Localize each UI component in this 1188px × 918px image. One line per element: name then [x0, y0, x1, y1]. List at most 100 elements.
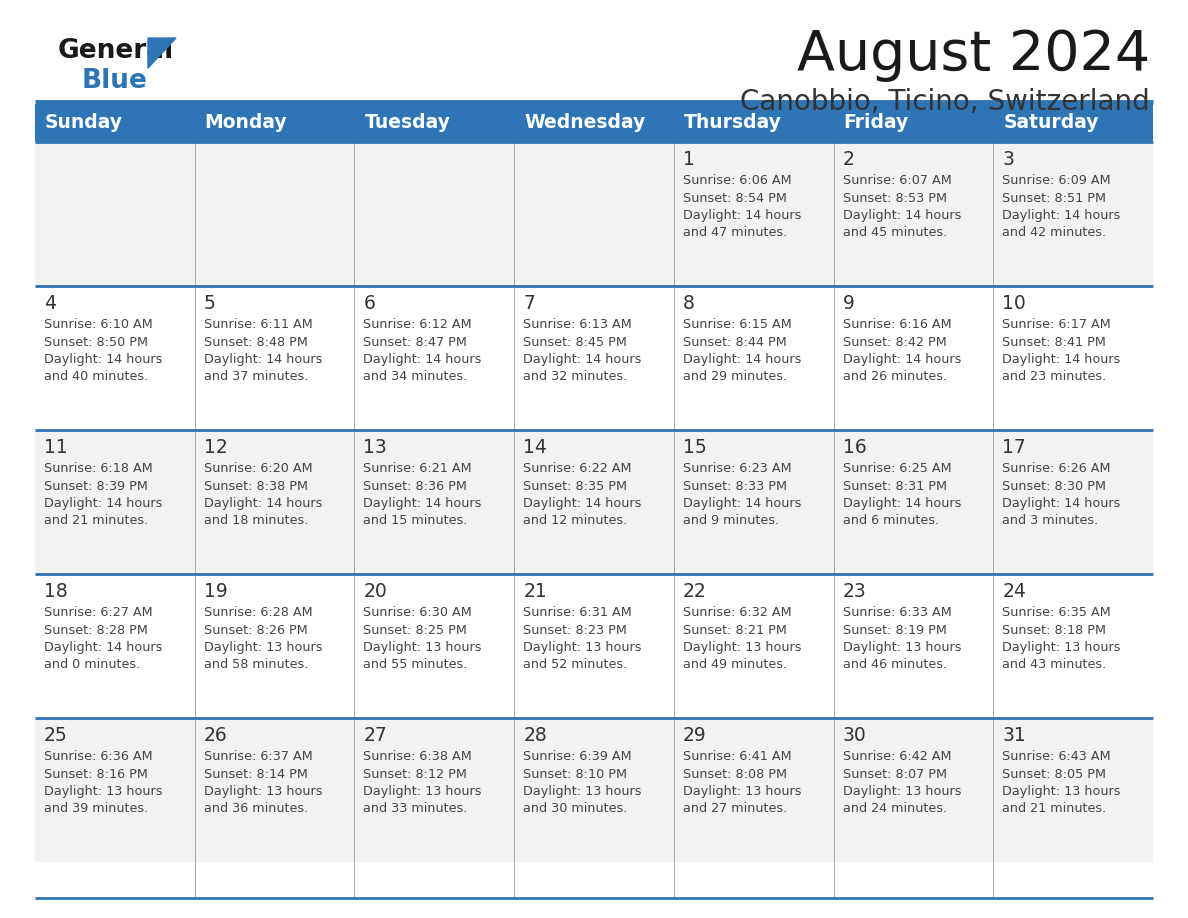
- Text: and 37 minutes.: and 37 minutes.: [203, 371, 308, 384]
- Text: 23: 23: [842, 582, 866, 601]
- Text: 3: 3: [1003, 150, 1015, 169]
- Text: Sunrise: 6:13 AM: Sunrise: 6:13 AM: [523, 318, 632, 331]
- Text: Sunset: 8:44 PM: Sunset: 8:44 PM: [683, 335, 786, 349]
- Text: Daylight: 13 hours: Daylight: 13 hours: [683, 785, 802, 798]
- Text: 5: 5: [203, 294, 215, 313]
- Text: Sunrise: 6:06 AM: Sunrise: 6:06 AM: [683, 174, 791, 187]
- Text: and 39 minutes.: and 39 minutes.: [44, 802, 148, 815]
- Text: and 9 minutes.: and 9 minutes.: [683, 514, 779, 528]
- Text: 29: 29: [683, 726, 707, 745]
- Text: August 2024: August 2024: [797, 28, 1150, 82]
- Text: Sunset: 8:30 PM: Sunset: 8:30 PM: [1003, 479, 1106, 492]
- Text: Daylight: 14 hours: Daylight: 14 hours: [1003, 353, 1120, 366]
- Text: 6: 6: [364, 294, 375, 313]
- Text: Sunset: 8:54 PM: Sunset: 8:54 PM: [683, 192, 786, 205]
- Text: Canobbio, Ticino, Switzerland: Canobbio, Ticino, Switzerland: [740, 88, 1150, 116]
- Text: Sunset: 8:21 PM: Sunset: 8:21 PM: [683, 623, 786, 636]
- Bar: [34, 718, 1154, 862]
- Polygon shape: [148, 38, 176, 68]
- Text: 14: 14: [523, 438, 546, 457]
- Text: Daylight: 14 hours: Daylight: 14 hours: [203, 353, 322, 366]
- Text: Sunset: 8:26 PM: Sunset: 8:26 PM: [203, 623, 308, 636]
- Text: 30: 30: [842, 726, 866, 745]
- Text: Sunday: Sunday: [45, 114, 124, 132]
- Text: General: General: [58, 38, 175, 64]
- Text: Sunset: 8:45 PM: Sunset: 8:45 PM: [523, 335, 627, 349]
- Text: Daylight: 14 hours: Daylight: 14 hours: [842, 353, 961, 366]
- Text: Sunrise: 6:39 AM: Sunrise: 6:39 AM: [523, 750, 632, 763]
- Text: Sunset: 8:39 PM: Sunset: 8:39 PM: [44, 479, 147, 492]
- Text: 11: 11: [44, 438, 68, 457]
- Text: 7: 7: [523, 294, 535, 313]
- Text: and 21 minutes.: and 21 minutes.: [1003, 802, 1106, 815]
- Text: 26: 26: [203, 726, 227, 745]
- Text: Sunset: 8:48 PM: Sunset: 8:48 PM: [203, 335, 308, 349]
- Text: Sunset: 8:16 PM: Sunset: 8:16 PM: [44, 767, 147, 780]
- Text: Daylight: 13 hours: Daylight: 13 hours: [203, 641, 322, 654]
- Text: Daylight: 14 hours: Daylight: 14 hours: [1003, 497, 1120, 510]
- Text: Daylight: 14 hours: Daylight: 14 hours: [842, 209, 961, 222]
- Text: Sunrise: 6:18 AM: Sunrise: 6:18 AM: [44, 462, 153, 475]
- Text: 15: 15: [683, 438, 707, 457]
- Text: Daylight: 14 hours: Daylight: 14 hours: [364, 353, 482, 366]
- Text: 10: 10: [1003, 294, 1026, 313]
- Text: and 21 minutes.: and 21 minutes.: [44, 514, 148, 528]
- Text: 1: 1: [683, 150, 695, 169]
- Text: Daylight: 13 hours: Daylight: 13 hours: [842, 785, 961, 798]
- Text: Daylight: 14 hours: Daylight: 14 hours: [523, 353, 642, 366]
- Text: Sunrise: 6:26 AM: Sunrise: 6:26 AM: [1003, 462, 1111, 475]
- Text: and 6 minutes.: and 6 minutes.: [842, 514, 939, 528]
- Text: Sunset: 8:50 PM: Sunset: 8:50 PM: [44, 335, 148, 349]
- Text: and 27 minutes.: and 27 minutes.: [683, 802, 788, 815]
- Text: Daylight: 13 hours: Daylight: 13 hours: [44, 785, 163, 798]
- Text: Sunset: 8:41 PM: Sunset: 8:41 PM: [1003, 335, 1106, 349]
- Text: and 26 minutes.: and 26 minutes.: [842, 371, 947, 384]
- Text: Sunrise: 6:09 AM: Sunrise: 6:09 AM: [1003, 174, 1111, 187]
- Text: Sunrise: 6:20 AM: Sunrise: 6:20 AM: [203, 462, 312, 475]
- Text: Daylight: 13 hours: Daylight: 13 hours: [1003, 641, 1120, 654]
- Text: Sunset: 8:18 PM: Sunset: 8:18 PM: [1003, 623, 1106, 636]
- Text: 18: 18: [44, 582, 68, 601]
- Text: and 29 minutes.: and 29 minutes.: [683, 371, 786, 384]
- Text: 19: 19: [203, 582, 227, 601]
- Text: and 52 minutes.: and 52 minutes.: [523, 658, 627, 671]
- Text: Sunset: 8:08 PM: Sunset: 8:08 PM: [683, 767, 786, 780]
- Bar: [34, 286, 1154, 430]
- Text: Daylight: 13 hours: Daylight: 13 hours: [364, 641, 482, 654]
- Text: Blue: Blue: [82, 68, 147, 94]
- Text: Sunrise: 6:36 AM: Sunrise: 6:36 AM: [44, 750, 152, 763]
- Text: 16: 16: [842, 438, 866, 457]
- Text: Sunrise: 6:25 AM: Sunrise: 6:25 AM: [842, 462, 952, 475]
- Text: Daylight: 13 hours: Daylight: 13 hours: [683, 641, 802, 654]
- Bar: [34, 142, 1154, 286]
- Text: Sunset: 8:12 PM: Sunset: 8:12 PM: [364, 767, 467, 780]
- Text: Monday: Monday: [204, 114, 287, 132]
- Text: Daylight: 14 hours: Daylight: 14 hours: [44, 353, 163, 366]
- Bar: [34, 104, 1154, 142]
- Text: Daylight: 13 hours: Daylight: 13 hours: [842, 641, 961, 654]
- Text: Sunrise: 6:33 AM: Sunrise: 6:33 AM: [842, 606, 952, 619]
- Text: Sunset: 8:23 PM: Sunset: 8:23 PM: [523, 623, 627, 636]
- Text: 24: 24: [1003, 582, 1026, 601]
- Text: Thursday: Thursday: [684, 114, 782, 132]
- Text: Sunrise: 6:15 AM: Sunrise: 6:15 AM: [683, 318, 791, 331]
- Text: Sunset: 8:10 PM: Sunset: 8:10 PM: [523, 767, 627, 780]
- Text: 12: 12: [203, 438, 227, 457]
- Text: 9: 9: [842, 294, 854, 313]
- Text: Sunrise: 6:42 AM: Sunrise: 6:42 AM: [842, 750, 952, 763]
- Text: and 33 minutes.: and 33 minutes.: [364, 802, 468, 815]
- Text: Sunrise: 6:37 AM: Sunrise: 6:37 AM: [203, 750, 312, 763]
- Text: Sunrise: 6:07 AM: Sunrise: 6:07 AM: [842, 174, 952, 187]
- Text: and 43 minutes.: and 43 minutes.: [1003, 658, 1106, 671]
- Text: and 47 minutes.: and 47 minutes.: [683, 227, 788, 240]
- Text: 20: 20: [364, 582, 387, 601]
- Text: and 45 minutes.: and 45 minutes.: [842, 227, 947, 240]
- Text: Sunset: 8:31 PM: Sunset: 8:31 PM: [842, 479, 947, 492]
- Text: and 23 minutes.: and 23 minutes.: [1003, 371, 1106, 384]
- Text: and 46 minutes.: and 46 minutes.: [842, 658, 947, 671]
- Text: Sunrise: 6:16 AM: Sunrise: 6:16 AM: [842, 318, 952, 331]
- Text: Sunset: 8:05 PM: Sunset: 8:05 PM: [1003, 767, 1106, 780]
- Text: Sunrise: 6:21 AM: Sunrise: 6:21 AM: [364, 462, 472, 475]
- Text: Daylight: 14 hours: Daylight: 14 hours: [683, 497, 801, 510]
- Text: Friday: Friday: [843, 114, 909, 132]
